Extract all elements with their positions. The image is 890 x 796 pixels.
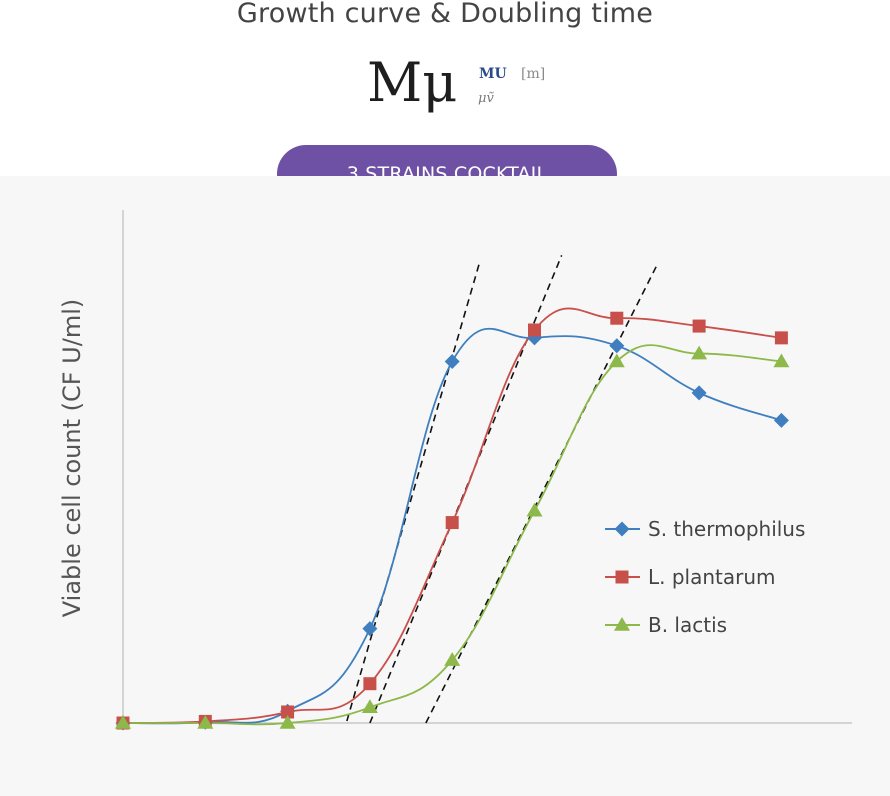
series-3-point-8 bbox=[691, 345, 708, 360]
chart-panel bbox=[0, 176, 890, 796]
legend-marker-2 bbox=[615, 570, 629, 584]
series-1-point-7 bbox=[609, 338, 625, 354]
series-3-point-6 bbox=[526, 502, 543, 517]
series-3-point-2 bbox=[197, 715, 214, 729]
series-1-point-9 bbox=[773, 412, 789, 428]
series-2-point-5 bbox=[445, 516, 459, 530]
series-2-point-6 bbox=[528, 323, 541, 337]
series-3-point-9 bbox=[773, 353, 790, 368]
series-1-point-4 bbox=[362, 621, 378, 637]
logo-subtext: μṽ bbox=[478, 91, 494, 106]
legend-label-1: S. thermophilus bbox=[648, 517, 805, 541]
series-3-point-5 bbox=[444, 652, 461, 666]
series-3-point-4 bbox=[361, 699, 378, 714]
legend-label-3: B. lactis bbox=[648, 613, 727, 637]
series-1-point-8 bbox=[691, 385, 707, 401]
series-2-point-4 bbox=[363, 677, 377, 691]
series-1-point-5 bbox=[444, 353, 460, 369]
series-2-point-3 bbox=[281, 705, 295, 719]
logo-m-text: [m] bbox=[521, 66, 546, 82]
tangent-line-3 bbox=[425, 262, 659, 724]
tangent-lines bbox=[346, 255, 659, 724]
y-axis-label: Viable cell count (CF U/ml) bbox=[58, 299, 86, 617]
page-title: Growth curve & Doubling time bbox=[236, 0, 654, 29]
legend-marker-1 bbox=[614, 521, 630, 537]
series-3-point-7 bbox=[608, 353, 625, 368]
header: Growth curve & Doubling time Mμ MU [m] μ… bbox=[0, 0, 890, 203]
series-2-point-9 bbox=[774, 331, 788, 345]
series-markers bbox=[115, 311, 790, 731]
tangent-line-1 bbox=[346, 262, 481, 722]
series-3-point-1 bbox=[115, 715, 131, 729]
series-line-1 bbox=[122, 327, 782, 725]
legend: S. thermophilus L. plantarum B. lactis bbox=[605, 517, 805, 637]
logo-mu-text: MU bbox=[479, 66, 507, 82]
logo-main: Mμ bbox=[367, 51, 458, 114]
series-3-point-3 bbox=[279, 715, 296, 729]
series-line-3 bbox=[123, 344, 782, 726]
series-2-point-7 bbox=[610, 311, 624, 325]
series-2-point-8 bbox=[692, 319, 706, 333]
legend-label-2: L. plantarum bbox=[648, 565, 776, 589]
legend-marker-3 bbox=[614, 617, 630, 631]
